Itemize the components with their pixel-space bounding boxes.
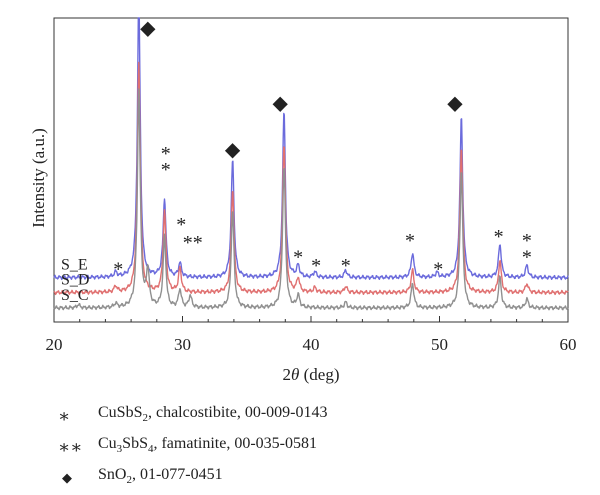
- asterisk-marker: *: [161, 159, 171, 181]
- asterisk-icon: ∗: [58, 405, 71, 426]
- asterisk-marker: *: [433, 258, 443, 280]
- legend: ∗ CuSbS2, chalcostibite, 00-009-0143 ∗∗ …: [58, 400, 327, 494]
- xrd-chart: 20 30 40 50 60 S_ES_DS_C ◆*****◆◆** * ***◆* ** …: [29, 17, 577, 384]
- asterisk-marker: *: [113, 258, 123, 280]
- diamond-marker: ◆: [140, 18, 156, 40]
- axes: 20 30 40 50 60: [46, 17, 577, 354]
- asterisk-marker: *: [176, 214, 186, 236]
- legend-item-sno2: ◆ SnO2, 01-077-0451: [58, 462, 327, 493]
- x-tick-label: 20: [46, 335, 63, 354]
- series-label-S_C: S_C: [61, 287, 89, 304]
- x-tick-label: 60: [560, 335, 577, 354]
- series-line-S_C: [53, 88, 569, 311]
- series-line-S_E: [53, 17, 569, 281]
- asterisk-marker: *: [341, 255, 351, 277]
- double-asterisk-icon: ∗∗: [58, 436, 83, 457]
- x-tick-label: 50: [431, 335, 448, 354]
- diamond-icon: ◆: [62, 469, 72, 485]
- asterisk-marker: *: [311, 255, 321, 277]
- asterisk-marker: **: [183, 232, 203, 254]
- asterisk-marker: *: [522, 246, 532, 268]
- asterisk-marker: *: [293, 246, 303, 268]
- legend-text: CuSbS2, chalcostibite, 00-009-0143: [98, 404, 328, 425]
- asterisk-marker: *: [405, 230, 415, 252]
- legend-item-chalcostibite: ∗ CuSbS2, chalcostibite, 00-009-0143: [58, 400, 327, 431]
- legend-item-famatinite: ∗∗ Cu3SbS4, famatinite, 00-035-0581: [58, 431, 327, 462]
- series-label-S_D: S_D: [61, 272, 89, 289]
- legend-text: Cu3SbS4, famatinite, 00-035-0581: [98, 435, 317, 456]
- asterisk-marker: *: [522, 230, 532, 252]
- y-axis-label: Intensity (a.u.): [29, 128, 48, 228]
- diamond-marker: ◆: [225, 139, 241, 161]
- asterisk-marker: *: [494, 226, 504, 248]
- x-axis-label: 2θ (deg): [283, 365, 340, 384]
- diamond-marker: ◆: [447, 92, 463, 114]
- peak-annotations: ◆*****◆◆** * ***◆* **: [113, 18, 532, 281]
- series-labels: S_ES_DS_C: [61, 257, 89, 304]
- x-tick-label: 30: [174, 335, 191, 354]
- legend-text: SnO2, 01-077-0451: [98, 466, 223, 487]
- x-tick-label: 40: [303, 335, 320, 354]
- asterisk-marker: *: [161, 143, 171, 165]
- diamond-marker: ◆: [272, 92, 288, 114]
- series-label-S_E: S_E: [61, 257, 88, 274]
- series-curves: [53, 17, 569, 311]
